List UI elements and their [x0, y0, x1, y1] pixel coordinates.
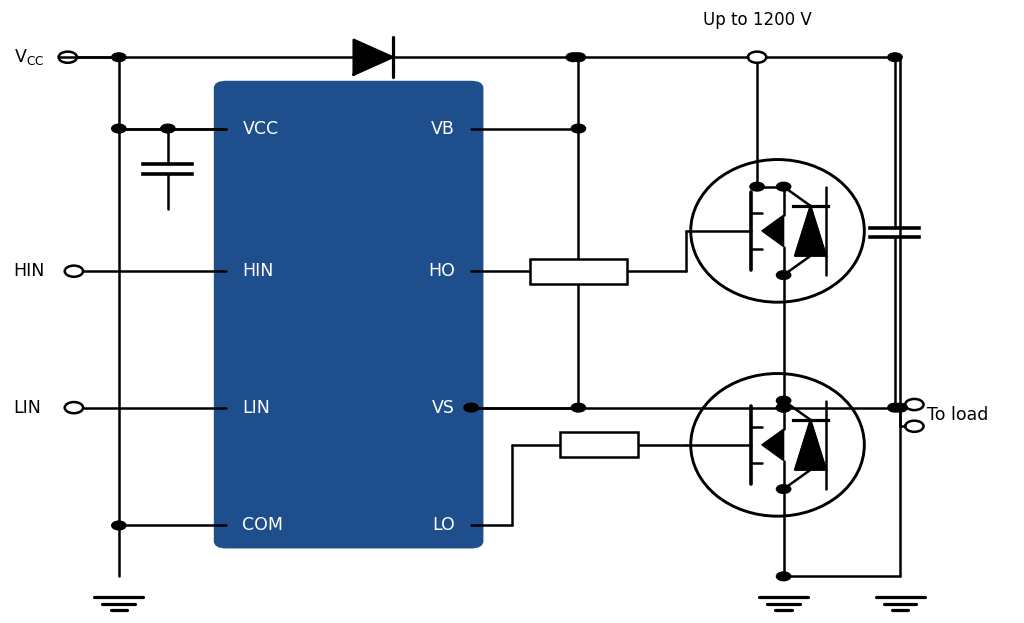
Text: HO: HO [428, 262, 455, 280]
FancyBboxPatch shape [214, 81, 483, 548]
Circle shape [888, 53, 902, 62]
Circle shape [776, 485, 791, 493]
Text: LIN: LIN [243, 399, 270, 417]
Polygon shape [795, 420, 826, 470]
Polygon shape [353, 40, 392, 75]
Circle shape [776, 572, 791, 581]
Text: HIN: HIN [13, 262, 45, 280]
Polygon shape [762, 429, 783, 460]
Circle shape [112, 521, 126, 530]
Circle shape [776, 403, 791, 412]
Circle shape [776, 183, 791, 191]
Circle shape [750, 183, 764, 191]
Circle shape [571, 124, 586, 133]
Text: LO: LO [432, 516, 455, 535]
Text: LIN: LIN [13, 399, 42, 417]
Text: VCC: VCC [243, 120, 279, 138]
Circle shape [464, 403, 478, 412]
Circle shape [112, 53, 126, 62]
Circle shape [888, 403, 902, 412]
Circle shape [112, 124, 126, 133]
Text: COM: COM [243, 516, 284, 535]
Text: To load: To load [927, 406, 988, 424]
Circle shape [776, 271, 791, 280]
Text: VB: VB [431, 120, 455, 138]
Polygon shape [795, 206, 826, 256]
Circle shape [571, 403, 586, 412]
Circle shape [161, 124, 175, 133]
Circle shape [566, 53, 581, 62]
Circle shape [776, 396, 791, 405]
Text: VS: VS [432, 399, 455, 417]
Circle shape [571, 53, 586, 62]
Polygon shape [762, 215, 783, 247]
Bar [530, 259, 627, 283]
Text: Up to 1200 V: Up to 1200 V [702, 11, 811, 29]
Circle shape [893, 403, 907, 412]
Text: $\mathregular{V_{CC}}$: $\mathregular{V_{CC}}$ [13, 47, 44, 67]
Text: HIN: HIN [243, 262, 273, 280]
Circle shape [776, 403, 791, 412]
Bar [560, 432, 638, 457]
